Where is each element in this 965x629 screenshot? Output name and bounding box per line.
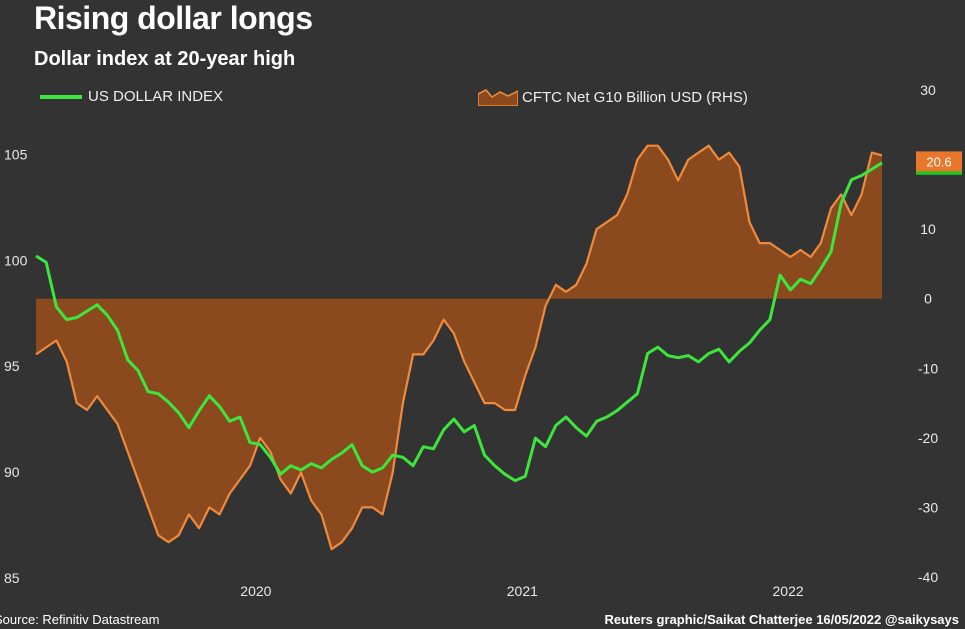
right-axis-tick: 10 <box>920 221 936 237</box>
right-axis-tick: -10 <box>918 360 938 376</box>
cftc-last-value-badge-box <box>916 151 962 172</box>
x-axis-tick: 2020 <box>240 583 271 599</box>
right-axis-tick: -20 <box>918 430 938 446</box>
right-axis-tick: -40 <box>918 569 938 585</box>
chart-title: Rising dollar longs <box>34 0 313 36</box>
cftc-last-value-badge: 20.6 <box>916 151 962 172</box>
right-axis-tick: 0 <box>924 291 932 307</box>
left-axis-tick: 95 <box>4 358 20 374</box>
legend-usd-swatch <box>40 94 82 99</box>
chart-subtitle: Dollar index at 20-year high <box>34 48 296 70</box>
credit-note: Reuters graphic/Saikat Chatterjee 16/05/… <box>604 612 960 627</box>
x-axis-tick: 2021 <box>507 583 538 599</box>
right-axis-tick: 30 <box>920 82 936 98</box>
left-axis-tick: 100 <box>4 252 28 268</box>
right-axis-tick: -30 <box>918 499 938 515</box>
legend-cftc-swatch <box>478 89 518 106</box>
left-axis-tick: 105 <box>4 146 28 162</box>
cftc-series-line <box>35 144 883 551</box>
legend-usd-dollar-index: US DOLLAR INDEX <box>40 88 223 105</box>
usd-index-line <box>35 161 883 483</box>
source-note: Source: Refinitiv Datastream <box>0 612 160 627</box>
legend-cftc: CFTC Net G10 Billion USD (RHS) <box>478 88 748 106</box>
cftc-area-fill <box>36 145 882 550</box>
left-axis-tick: 90 <box>4 464 20 480</box>
legend-usd-label: US DOLLAR INDEX <box>88 88 224 105</box>
left-axis-tick: 85 <box>4 570 20 586</box>
cftc-last-value-badge-text: 20.6 <box>926 154 951 169</box>
legend-cftc-label: CFTC Net G10 Billion USD (RHS) <box>522 88 748 106</box>
x-axis-tick: 2022 <box>773 583 804 599</box>
